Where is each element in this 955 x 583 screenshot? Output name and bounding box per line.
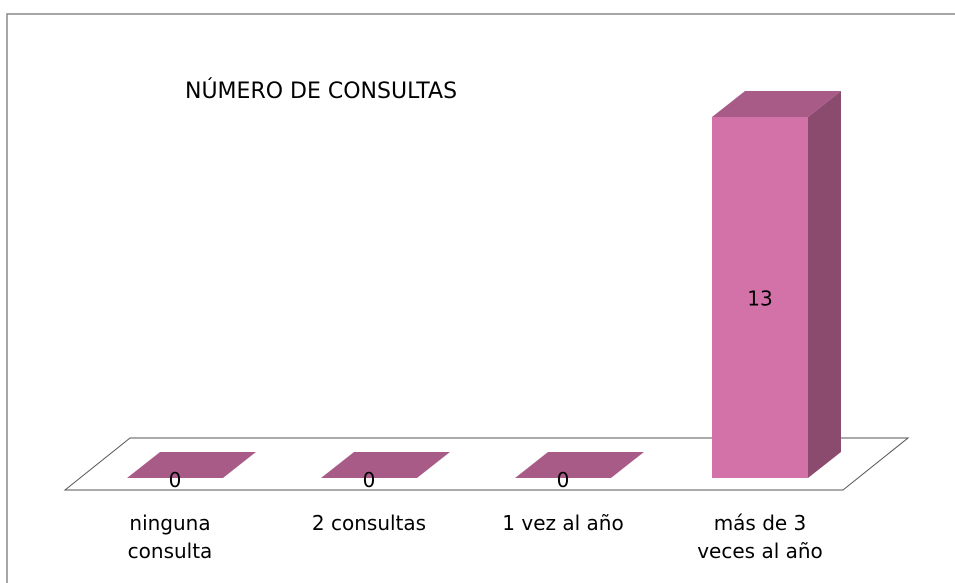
bar-top	[515, 452, 644, 478]
data-label: 0	[169, 468, 182, 492]
bar	[712, 91, 841, 478]
x-tick-label: ninguna consulta	[127, 511, 213, 563]
x-tick-label: más de 3 veces al año	[697, 511, 823, 563]
data-label: 0	[363, 468, 376, 492]
x-tick-label: 2 consultas	[311, 511, 427, 535]
bar	[127, 452, 256, 478]
bar-top	[127, 452, 256, 478]
bar-top	[321, 452, 450, 478]
floor	[63, 437, 910, 491]
bar	[321, 452, 450, 478]
x-tick-label: 1 vez al año	[502, 511, 624, 535]
bar-front	[712, 117, 808, 478]
data-label: 0	[557, 468, 570, 492]
data-label: 13	[747, 287, 772, 311]
bar	[515, 452, 644, 478]
chart-title: NÚMERO DE CONSULTAS	[185, 78, 457, 104]
bar-top	[712, 91, 841, 117]
bar-side	[808, 91, 841, 478]
